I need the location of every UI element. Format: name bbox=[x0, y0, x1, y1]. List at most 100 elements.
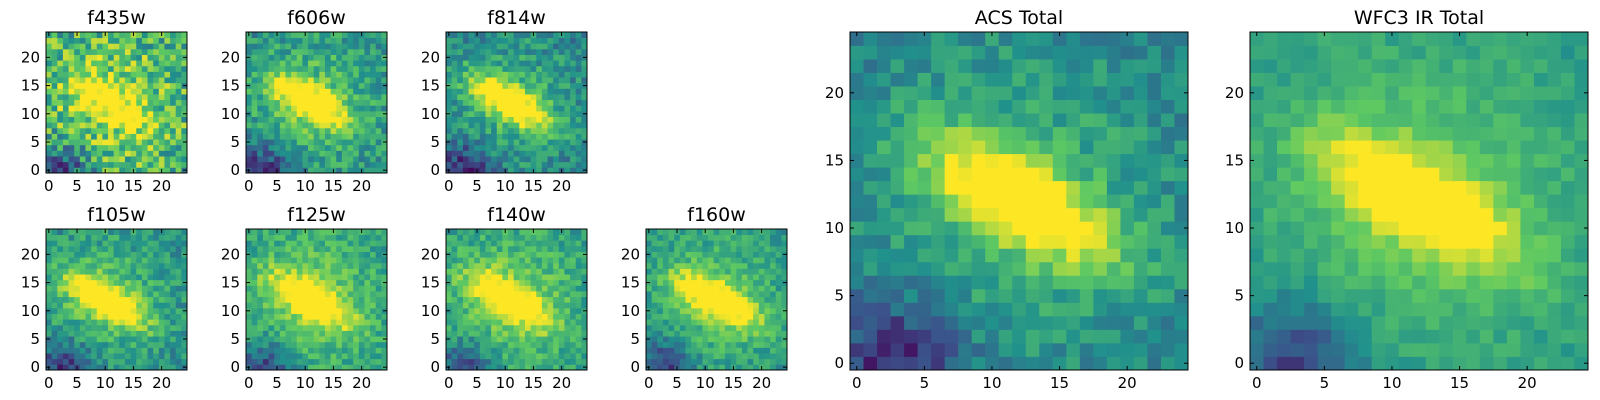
f435w-cell bbox=[130, 99, 137, 106]
f814w-cell bbox=[474, 48, 481, 55]
f606w-cell bbox=[285, 48, 292, 55]
f606w-cell bbox=[336, 161, 343, 168]
f606w-cell bbox=[257, 94, 264, 101]
f140w-cell bbox=[558, 240, 565, 247]
f435w-cell bbox=[108, 37, 115, 44]
f606w-cell bbox=[251, 65, 258, 72]
f160w-cell bbox=[730, 240, 737, 247]
f105w-cell bbox=[113, 347, 120, 354]
acs-total-cell bbox=[904, 234, 918, 249]
f140w-cell bbox=[502, 245, 509, 252]
f160w-cell bbox=[758, 274, 765, 281]
acs-total-cell bbox=[917, 342, 932, 357]
f105w-cell bbox=[102, 358, 109, 365]
f435w-cell bbox=[91, 82, 98, 89]
f160w-cell bbox=[651, 347, 658, 354]
f814w-cell bbox=[575, 161, 582, 168]
f814w-cell bbox=[474, 116, 481, 123]
f140w-cell bbox=[485, 347, 492, 354]
f140w-cell bbox=[558, 262, 565, 269]
acs-total-cell bbox=[1160, 207, 1175, 222]
f606w-cell bbox=[341, 94, 348, 101]
f160w-cell bbox=[770, 302, 777, 309]
f814w-cell bbox=[575, 54, 582, 61]
f814w-cell bbox=[485, 150, 492, 157]
f435w-cell bbox=[175, 32, 182, 39]
acs-total-cell bbox=[1120, 315, 1135, 330]
f160w-xtick-label: 15 bbox=[724, 374, 743, 392]
acs-total-cell bbox=[971, 315, 986, 330]
f606w-cell bbox=[375, 161, 382, 168]
f160w-cell bbox=[764, 341, 771, 348]
f160w-cell bbox=[708, 353, 715, 360]
f160w-cell bbox=[741, 341, 748, 348]
f814w-cell bbox=[541, 127, 548, 134]
acs-total-cell bbox=[1120, 329, 1135, 344]
f125w-cell bbox=[364, 353, 371, 360]
acs-total-cell bbox=[1079, 356, 1094, 371]
f435w-cell bbox=[170, 32, 177, 39]
f140w-cell bbox=[570, 251, 577, 258]
f125w-cell bbox=[341, 341, 348, 348]
f814w-cell bbox=[451, 60, 458, 67]
f814w-cell bbox=[491, 133, 498, 140]
f606w-xtick-label: 5 bbox=[272, 177, 282, 195]
f140w-cell bbox=[519, 319, 526, 326]
f160w-cell bbox=[753, 353, 760, 360]
f814w-cell bbox=[536, 94, 543, 101]
f140w-cell bbox=[462, 358, 469, 365]
f435w-cell bbox=[130, 122, 137, 129]
f606w-cell bbox=[279, 48, 286, 55]
acs-total-cell bbox=[1052, 194, 1067, 209]
f105w-cell bbox=[153, 291, 160, 298]
f606w-ytick-label: 10 bbox=[221, 105, 240, 123]
f105w-cell bbox=[119, 291, 126, 298]
f140w-cell bbox=[519, 268, 526, 275]
f160w-cell bbox=[741, 285, 748, 292]
f435w-cell bbox=[68, 71, 75, 78]
f125w-cell bbox=[296, 307, 303, 314]
f105w-cell bbox=[46, 257, 53, 264]
f105w-cell bbox=[147, 240, 154, 247]
f435w-cell bbox=[62, 116, 69, 123]
f160w-cell bbox=[753, 240, 760, 247]
f606w-cell bbox=[296, 122, 303, 129]
f606w-cell bbox=[308, 60, 315, 67]
acs-total-cell bbox=[1120, 302, 1135, 317]
f105w-cell bbox=[46, 330, 53, 337]
f814w-cell bbox=[564, 139, 571, 146]
f125w-cell bbox=[308, 313, 315, 320]
acs-total-cell bbox=[890, 315, 905, 330]
f140w-cell bbox=[564, 307, 571, 314]
f140w-cell bbox=[519, 336, 526, 343]
f814w-cell bbox=[547, 110, 554, 117]
f814w-cell bbox=[446, 88, 453, 95]
f160w-cell bbox=[685, 268, 692, 275]
f435w-cell bbox=[119, 116, 126, 123]
f105w-cell bbox=[62, 257, 69, 264]
f435w-cell bbox=[181, 161, 188, 168]
f125w-cell bbox=[279, 234, 286, 241]
f125w-cell bbox=[341, 240, 348, 247]
f606w-cell bbox=[324, 82, 331, 89]
f140w-cell bbox=[451, 257, 458, 264]
f606w-cell bbox=[336, 88, 343, 95]
f606w-cell bbox=[274, 65, 281, 72]
f606w-cell bbox=[268, 94, 275, 101]
f105w-cell bbox=[51, 240, 58, 247]
f105w-cell bbox=[136, 285, 143, 292]
f125w-cell bbox=[375, 302, 382, 309]
f160w-ytick-label: 10 bbox=[621, 302, 640, 320]
f125w-cell bbox=[330, 291, 337, 298]
f435w-cell bbox=[181, 65, 188, 72]
f105w-cell bbox=[113, 341, 120, 348]
f814w-cell bbox=[462, 139, 469, 146]
f105w-cell bbox=[175, 319, 182, 326]
f125w-cell bbox=[347, 245, 354, 252]
f814w-cell bbox=[530, 77, 537, 84]
f435w-cell bbox=[108, 156, 115, 163]
f814w-cell bbox=[547, 94, 554, 101]
f814w-cell bbox=[491, 161, 498, 168]
f140w-cell bbox=[468, 240, 475, 247]
f606w-cell bbox=[268, 167, 275, 174]
